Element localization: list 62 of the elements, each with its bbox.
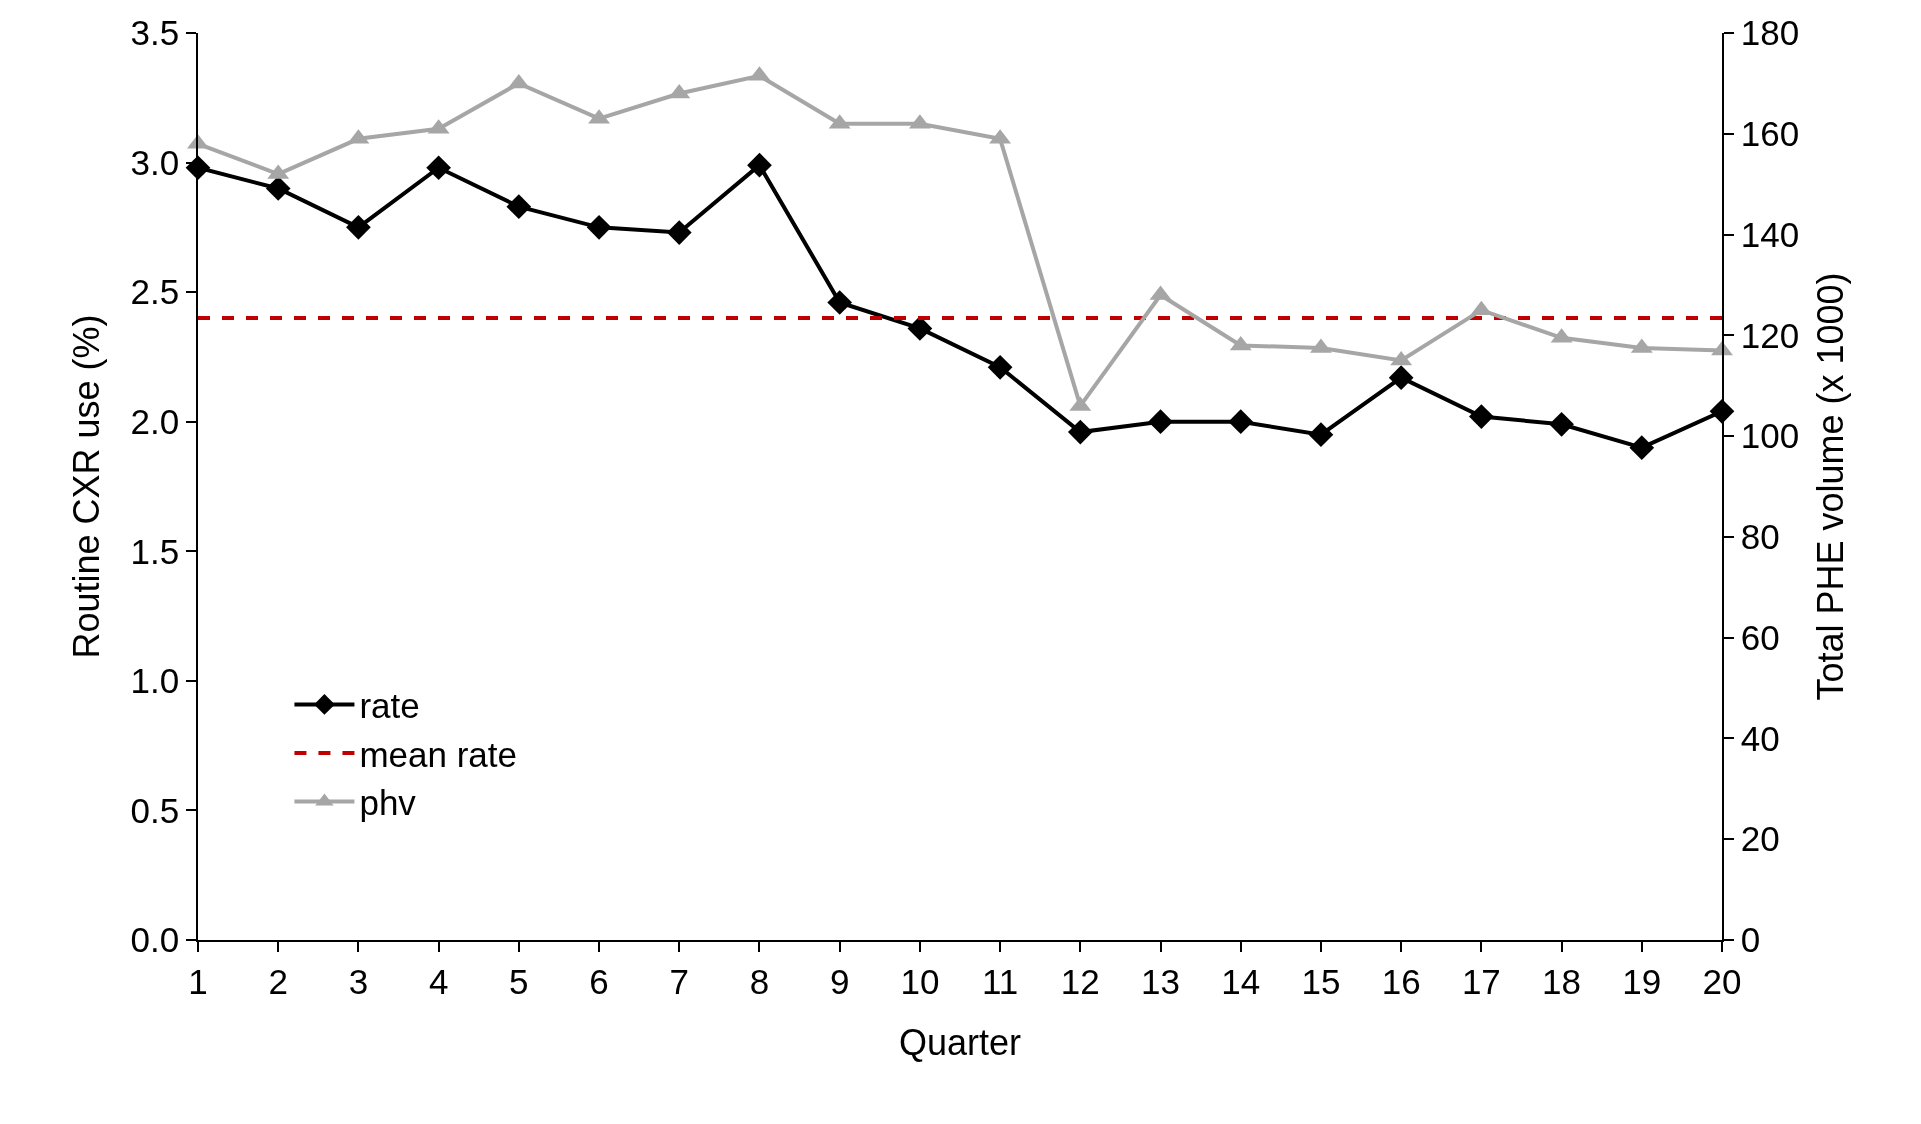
x-tick-label: 4 <box>428 961 449 1001</box>
y2-tick-label: 100 <box>1740 416 1800 456</box>
y-axis-title: Routine CXR use (%) <box>65 314 107 659</box>
x-tick-label: 15 <box>1301 961 1341 1001</box>
x-axis-title: Quarter <box>898 1021 1022 1063</box>
x-tick-label: 5 <box>509 961 529 1001</box>
point <box>586 215 612 240</box>
legend-label: rate <box>359 686 420 726</box>
x-tick-label: 7 <box>669 961 689 1001</box>
y2-tick-label: 140 <box>1740 214 1800 254</box>
point <box>1067 419 1093 445</box>
x-tick-label: 16 <box>1381 961 1421 1001</box>
y-tick-label: 2.0 <box>130 401 180 441</box>
y2-tick-label: 0 <box>1740 920 1761 960</box>
y-tick-label: 2.5 <box>130 272 180 312</box>
point <box>1469 404 1494 429</box>
point <box>426 155 451 181</box>
y-tick-label: 3.0 <box>130 142 180 182</box>
point <box>265 176 291 201</box>
x-tick-label: 1 <box>188 961 208 1001</box>
x-tick-label: 6 <box>589 961 609 1001</box>
y2-tick-label: 20 <box>1740 819 1780 859</box>
point <box>1388 365 1414 391</box>
y-tick-label: 0.5 <box>130 790 180 830</box>
point <box>1629 435 1655 460</box>
point <box>666 220 692 245</box>
point <box>1228 409 1254 435</box>
point <box>907 316 933 341</box>
y2-axis-title: Total PHE volume (x 1000) <box>1810 272 1852 701</box>
point <box>346 215 371 240</box>
x-tick-label: 2 <box>268 961 288 1001</box>
y2-tick-label: 120 <box>1740 315 1800 355</box>
x-tick-label: 11 <box>981 961 1019 1001</box>
point <box>747 152 772 178</box>
y2-tick-label: 180 <box>1740 13 1800 53</box>
x-tick-label: 17 <box>1461 961 1501 1001</box>
y2-tick-label: 160 <box>1740 114 1800 154</box>
point <box>827 290 853 315</box>
point <box>987 354 1013 380</box>
point <box>506 194 532 219</box>
point <box>1308 422 1334 448</box>
y-tick-label: 0.0 <box>130 920 180 960</box>
legend-label: phv <box>359 783 417 823</box>
y2-tick-label: 80 <box>1740 517 1780 557</box>
x-tick-label: 19 <box>1622 961 1662 1001</box>
y-tick-label: 1.5 <box>130 531 180 571</box>
x-tick-label: 9 <box>829 961 850 1001</box>
y-tick-label: 1.0 <box>130 661 180 701</box>
y-tick-label: 3.5 <box>130 13 180 53</box>
y2-tick-label: 60 <box>1740 617 1780 657</box>
x-tick-label: 20 <box>1702 961 1742 1001</box>
y2-tick-label: 40 <box>1740 718 1780 758</box>
point <box>1549 411 1574 437</box>
x-tick-label: 12 <box>1060 961 1100 1001</box>
point <box>1148 409 1173 435</box>
x-tick-label: 14 <box>1221 961 1261 1001</box>
x-tick-label: 3 <box>348 961 369 1001</box>
x-tick-label: 13 <box>1141 961 1180 1001</box>
x-tick-label: 10 <box>900 961 940 1001</box>
legend-label: mean rate <box>359 734 518 774</box>
x-tick-label: 18 <box>1542 961 1582 1001</box>
x-tick-label: 8 <box>749 961 770 1001</box>
